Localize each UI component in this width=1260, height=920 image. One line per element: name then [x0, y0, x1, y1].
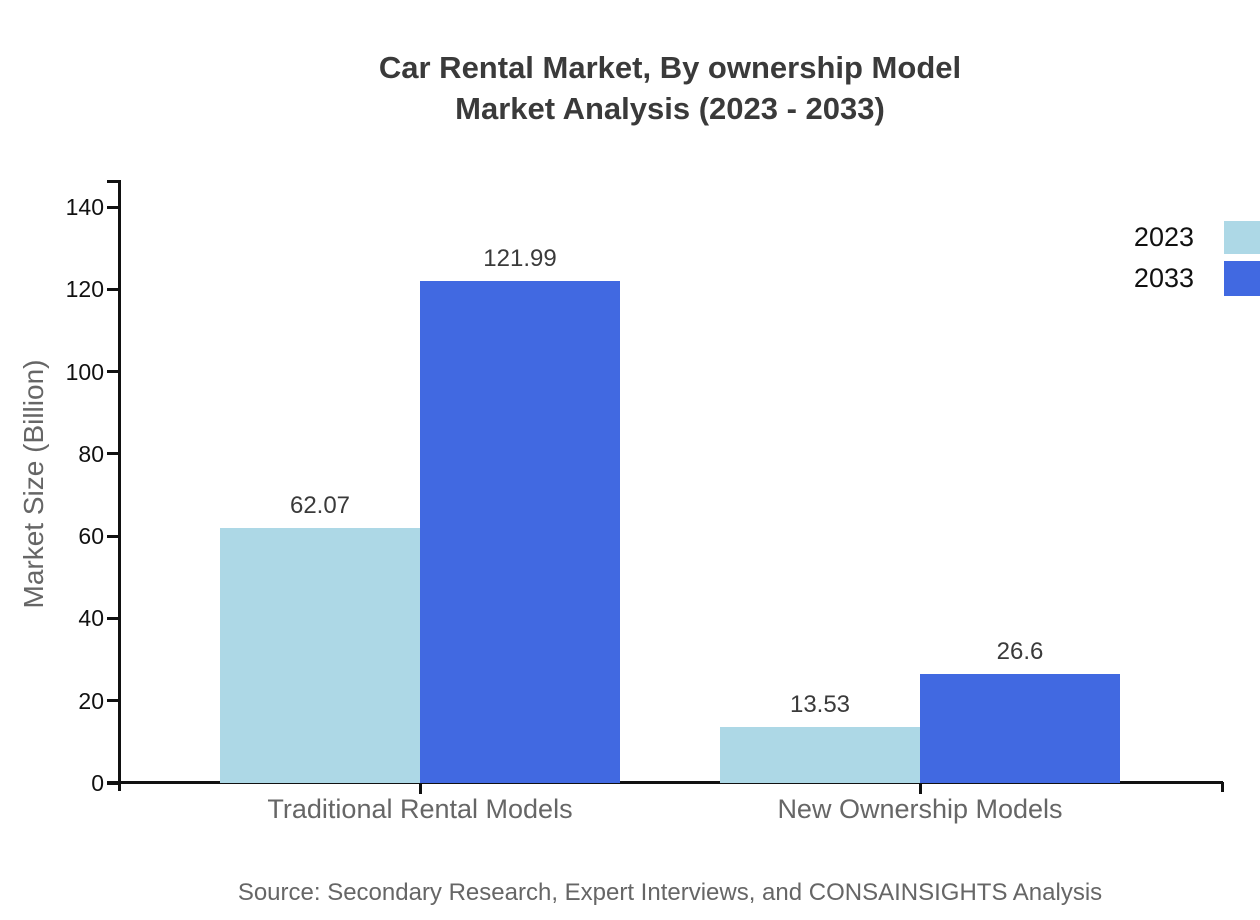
chart-title: Car Rental Market, By ownership Model Ma…	[120, 47, 1220, 129]
x-axis-line	[107, 781, 1223, 784]
x-tick-mark	[418, 783, 422, 794]
y-tick-label: 40	[78, 605, 104, 632]
y-tick-label: 100	[65, 358, 104, 385]
bar-2033-new-ownership-models	[920, 673, 1120, 783]
y-tick-mark	[107, 699, 120, 703]
chart-title-line-1: Car Rental Market, By ownership Model	[378, 50, 962, 85]
chart-title-line-2: Market Analysis (2023 - 2033)	[455, 91, 885, 126]
y-axis-line	[118, 181, 121, 791]
category-label-new-ownership-models: New Ownership Models	[777, 794, 1063, 824]
value-label-2033-traditional-rental-models: 121.99	[483, 245, 557, 273]
legend-label-2023: 2023	[1133, 222, 1194, 252]
bar-2023-traditional-rental-models	[220, 527, 420, 783]
y-tick-mark	[107, 452, 120, 456]
category-label-traditional-rental-models: Traditional Rental Models	[267, 794, 573, 824]
bar-2033-traditional-rental-models	[420, 281, 620, 783]
x-tick-mark	[918, 783, 922, 794]
value-label-2023-traditional-rental-models: 62.07	[289, 491, 351, 519]
source-attribution: Source: Secondary Research, Expert Inter…	[237, 879, 1103, 906]
value-label-2033-new-ownership-models: 26.6	[996, 637, 1044, 665]
y-tick-mark	[107, 616, 120, 620]
y-tick-label: 60	[78, 523, 104, 550]
legend-label-2033: 2033	[1133, 263, 1194, 293]
bar-2023-new-ownership-models	[720, 727, 920, 783]
legend-swatch-2033	[1224, 261, 1260, 296]
value-label-2023-new-ownership-models: 13.53	[789, 691, 851, 719]
y-tick-mark	[107, 534, 120, 538]
legend-swatch-2023	[1224, 221, 1260, 254]
y-axis-top-cap	[107, 180, 121, 183]
y-tick-label: 20	[78, 687, 104, 714]
y-tick-label: 0	[91, 770, 104, 796]
y-tick-mark	[107, 287, 120, 291]
y-tick-label: 80	[78, 440, 104, 467]
y-tick-mark	[107, 370, 120, 374]
y-tick-mark	[107, 205, 120, 209]
x-axis-right-cap	[1221, 782, 1224, 792]
y-tick-label: 140	[65, 194, 104, 220]
y-tick-label: 120	[65, 276, 104, 303]
